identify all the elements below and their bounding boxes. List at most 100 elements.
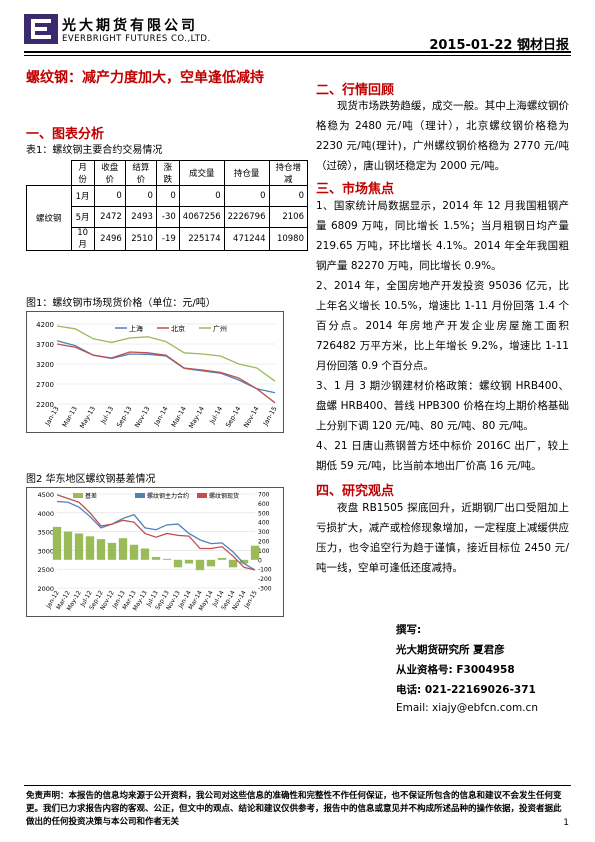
disclaimer-text: 免责声明：本报告的信息均来源于公开资料，我公司对这些信息的准确性和完整性不作任何… (26, 791, 562, 827)
cell: 2472 (93, 206, 126, 228)
cell: 0 (124, 185, 157, 207)
basis-chart: 2000 2500 3000 3500 4000 4500 -300 -200 -100 0 100… (26, 487, 284, 617)
page-number: 1 (563, 818, 569, 828)
x-tick-label: Nov-14 (242, 405, 260, 429)
company-name-cn: 光大期货有限公司 (62, 18, 198, 34)
basis-bar (52, 526, 62, 560)
section-market-review: 二、行情回顾 (316, 83, 395, 98)
market-review-text: 现货市场跌势趋缓，成交一般。其中上海螺纹钢价格稳为 2480 元/吨（理计），北… (316, 100, 569, 172)
y-tick-label: 2200 (36, 401, 54, 409)
trading-table: 月份 收盘价 结算价 涨跌 成交量 持仓量 持仓增减 螺纹钢 1月 0 0 0 … (26, 160, 308, 251)
header-rule-thin (24, 55, 571, 56)
series-line-0 (56, 340, 276, 394)
th-change: 涨跌 (155, 160, 180, 186)
basis-bar (118, 538, 128, 560)
basis-bar (173, 559, 183, 568)
basis-bar (162, 558, 172, 560)
y-tick-label: 4200 (36, 321, 54, 329)
table-caption: 表1：螺纹钢主要合约交易情况 (26, 145, 163, 156)
basis-bar (250, 545, 260, 560)
y-right-tick-label: 0 (258, 557, 262, 564)
basis-bar (140, 548, 150, 560)
x-tick-label: May-13 (78, 405, 97, 430)
y-tick-label: 3200 (36, 361, 54, 369)
x-tick-label: Jan-15 (261, 405, 279, 428)
cell: 10月 (70, 227, 95, 251)
author-email: Email: xiajy@ebfcn.com.cn (396, 702, 538, 714)
y-right-tick-label: 600 (258, 501, 270, 508)
cell: 0 (93, 185, 126, 207)
cell: 225174 (178, 227, 225, 251)
y-right-tick-label: 200 (258, 539, 270, 546)
company-logo (24, 14, 58, 44)
th-settle: 结算价 (124, 160, 157, 186)
cell: 2496 (93, 227, 126, 251)
document-title: 螺纹钢：减产力度加大，空单逢低减持 (26, 70, 264, 86)
x-tick-label: Nov-13 (133, 405, 151, 429)
table-row: 5月 2472 2493 -30 4067256 2226796 2106 (27, 206, 308, 228)
th-volume: 成交量 (178, 160, 225, 186)
basis-bar (107, 542, 117, 560)
cell: 2226796 (223, 206, 270, 228)
focus-item-2: 2、2014 年，全国房地产开发投资 95036 亿元，比上年名义增长 10.5… (316, 280, 569, 372)
x-tick-label: Sep-13 (115, 405, 133, 429)
cell: 2493 (124, 206, 157, 228)
cell: 10980 (268, 227, 308, 251)
th-month: 月份 (70, 160, 95, 186)
series-line-2 (56, 494, 256, 571)
x-tick-label: May-14 (187, 405, 206, 430)
focus-item-1: 1、国家统计局数据显示，2014 年 12 月我国粗钢产量 6809 万吨，同比… (316, 200, 569, 272)
cell: 471244 (223, 227, 270, 251)
th-oi-change: 持仓增减 (268, 160, 308, 186)
x-tick-label: Jan-14 (152, 405, 170, 428)
th-close: 收盘价 (93, 160, 126, 186)
series-line-1 (56, 500, 256, 571)
y-left-tick-label: 2000 (37, 585, 54, 593)
research-view-text: 夜盘 RB1505 探底回升，近期钢厂出口受阻加上亏损扩大，减产或检修现象增加，… (316, 502, 569, 574)
row-label-rebar: 螺纹钢 (26, 185, 72, 251)
x-tick-label: Jul-13 (99, 405, 116, 426)
basis-bar (239, 559, 249, 564)
x-tick-label: Sep-14 (224, 405, 242, 429)
author-label: 撰写: (396, 624, 422, 636)
chart1-caption: 图1：螺纹钢市场现货价格（单位：元/吨） (26, 298, 216, 309)
table-row: 螺纹钢 1月 0 0 0 0 0 0 (26, 185, 308, 251)
basis-bar (85, 536, 95, 560)
basis-bar (63, 531, 73, 560)
cell: 5月 (70, 206, 95, 228)
x-tick-label: Mar-13 (61, 405, 79, 428)
y-left-tick-label: 3000 (37, 547, 54, 555)
author-license: 从业资格号: F3004958 (396, 664, 515, 676)
y-tick-label: 2700 (36, 381, 54, 389)
basis-bar (184, 559, 194, 564)
y-left-tick-label: 4000 (37, 510, 54, 518)
cell: 4067256 (178, 206, 225, 228)
y-right-tick-label: 500 (258, 510, 270, 517)
legend-label: 广州 (213, 324, 227, 333)
y-right-tick-label: 300 (258, 529, 270, 536)
basis-bar (129, 544, 139, 560)
basis-bar (74, 533, 84, 560)
cell: 1月 (70, 185, 95, 207)
company-name-en: EVERBRIGHT FUTURES CO.,LTD. (62, 34, 211, 44)
cell: 0 (268, 185, 308, 207)
cell: 2510 (124, 227, 157, 251)
y-right-tick-label: -100 (258, 567, 272, 574)
legend-label: 螺纹钢主力合约 (147, 492, 189, 500)
section-research-view: 四、研究观点 (316, 484, 395, 499)
x-tick-label: Mar-14 (170, 405, 188, 428)
legend-label: 基差 (85, 492, 97, 500)
legend-swatch (135, 493, 145, 498)
cell: 2106 (268, 206, 308, 228)
basis-bar (206, 559, 216, 567)
table-row: 10月 2496 2510 -19 225174 471244 10980 (27, 227, 308, 251)
y-right-tick-label: 100 (258, 548, 270, 555)
legend-swatch (73, 493, 83, 498)
y-right-tick-label: 700 (258, 492, 270, 499)
cell: 0 (155, 185, 180, 207)
basis-bar (151, 556, 161, 560)
y-tick-label: 3700 (36, 341, 54, 349)
report-date-title: 2015-01-22 钢材日报 (429, 38, 569, 53)
basis-bar (217, 557, 227, 560)
cell: 0 (223, 185, 270, 207)
